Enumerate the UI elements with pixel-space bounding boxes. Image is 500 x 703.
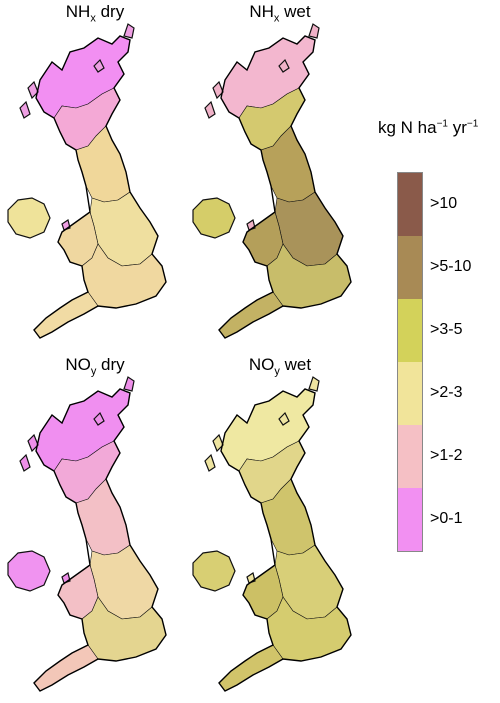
uk-map bbox=[192, 23, 352, 339]
map-region-sw bbox=[218, 291, 284, 339]
map-panel-nhx-wet: NHx wet bbox=[185, 2, 375, 347]
map-panel-noy-wet: NOy wet bbox=[185, 355, 375, 700]
map-region-sw bbox=[218, 644, 284, 692]
legend-label: >5-10 bbox=[430, 257, 472, 275]
uk-map bbox=[7, 23, 167, 339]
panel-title: NHx dry bbox=[65, 2, 125, 25]
panel-title: NOy wet bbox=[248, 355, 312, 378]
map-region-sw bbox=[33, 291, 99, 339]
map-region-ni bbox=[192, 197, 236, 239]
map-region-ni bbox=[7, 197, 51, 239]
uk-map bbox=[7, 376, 167, 692]
legend-swatch bbox=[398, 173, 422, 236]
legend-label: >0-1 bbox=[430, 509, 463, 527]
legend-colorbar bbox=[397, 172, 423, 552]
coastline bbox=[218, 388, 352, 692]
coastline bbox=[33, 388, 167, 692]
legend-label: >10 bbox=[430, 194, 458, 212]
coastline bbox=[218, 35, 352, 339]
legend-swatch bbox=[398, 236, 422, 299]
map-region-ni bbox=[7, 550, 51, 592]
coastline bbox=[33, 35, 167, 339]
legend-label: >2-3 bbox=[430, 383, 463, 401]
legend-swatch bbox=[398, 425, 422, 488]
legend-label: >3-5 bbox=[430, 320, 463, 338]
panel-title: NOy dry bbox=[65, 355, 125, 378]
panel-title: NHx wet bbox=[249, 2, 311, 25]
legend-swatch bbox=[398, 299, 422, 362]
map-region-ni bbox=[192, 550, 236, 592]
map-region-sw bbox=[33, 644, 99, 692]
legend-title: kg N ha−1 yr−1 bbox=[378, 118, 479, 137]
map-panel-noy-dry: NOy dry bbox=[0, 355, 190, 700]
legend-swatch bbox=[398, 488, 422, 551]
uk-map bbox=[192, 376, 352, 692]
map-panel-nhx-dry: NHx dry bbox=[0, 2, 190, 347]
legend-swatch bbox=[398, 362, 422, 425]
legend-label: >1-2 bbox=[430, 446, 463, 464]
